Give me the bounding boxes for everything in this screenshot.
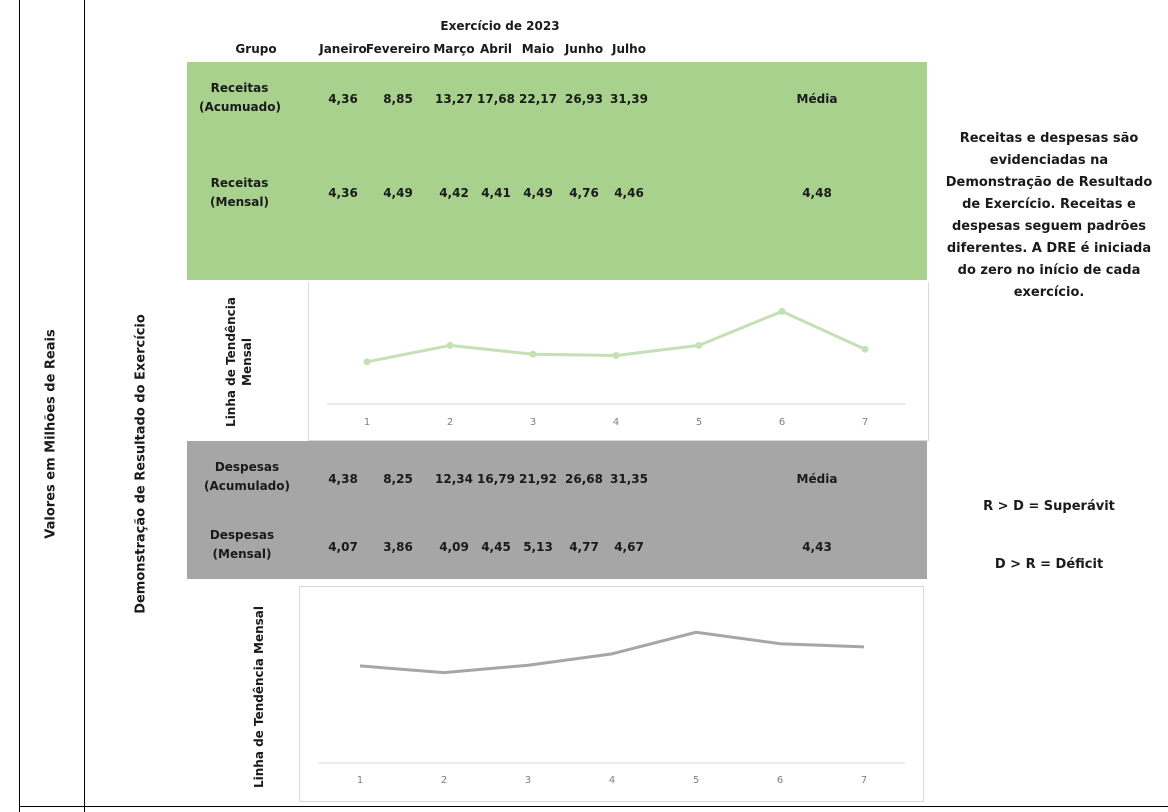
revenue-chart-point-4 [612,352,620,360]
month-header-4: Abril [479,42,513,56]
expense-chart-series-line [359,630,865,675]
expense-accum-value-7: 31,35 [610,472,648,486]
expense-trend-chart: 1 2 3 4 5 6 7 [299,586,924,802]
frame-bottom-border [19,806,1168,807]
frame-left-border [19,0,20,812]
expense-accum-label-2: (Acumulado) [203,479,290,493]
revenue-chart-x-tick-3: 3 [530,417,536,428]
month-header-3: Março [433,42,475,56]
revenue-chart-point-1 [363,358,371,366]
revenue-accum-value-4: 17,68 [477,92,515,106]
expense-chart-x-tick-6: 6 [777,775,783,786]
expense-trend-label: Linha de Tendência Mensal [252,605,266,789]
revenue-trend-label: Linha de Tendência Mensal [223,297,255,427]
explanation-line-3: Demonstração de Resultado [945,175,1153,190]
expense-accum-value-2: 8,25 [383,472,413,486]
expense-monthly-label-1: Despesas [209,528,275,542]
revenue-accum-value-2: 8,85 [383,92,413,106]
revenue-trend-chart: 1 2 3 4 5 6 7 [308,282,929,441]
expense-accum-label-1: Despesas [214,460,280,474]
revenue-monthly-value-5: 4,49 [523,186,553,200]
surplus-rule: R > D = Superávit [983,499,1115,514]
revenue-accum-value-7: 31,39 [610,92,648,106]
explanation-line-2: evidenciadas na [989,153,1109,168]
expense-monthly-value-6: 4,77 [569,540,599,554]
month-header-5: Maio [521,42,555,56]
revenue-chart-point-2 [446,341,454,349]
revenue-monthly-value-7: 4,46 [614,186,644,200]
revenue-accum-value-3: 13,27 [435,92,473,106]
expense-accum-value-6: 26,68 [565,472,603,486]
expense-monthly-value-5: 5,13 [523,540,553,554]
revenue-monthly-label-2: (Mensal) [210,195,269,209]
expense-accum-value-4: 16,79 [477,472,515,486]
frame-divider [84,0,85,812]
expense-chart-x-tick-5: 5 [693,775,699,786]
revenue-monthly-value-6: 4,76 [569,186,599,200]
expense-monthly-value-1: 4,07 [328,540,358,554]
explanation-line-1: Receitas e despesas são [959,131,1139,146]
expense-chart-x-tick-2: 2 [441,775,447,786]
revenue-trend-label-2: Mensal [240,338,254,386]
revenue-monthly-average: 4,48 [802,186,832,200]
explanation-line-5: despesas seguem padrões [951,219,1147,234]
revenue-chart-x-tick-6: 6 [779,417,785,428]
expense-monthly-value-7: 4,67 [614,540,644,554]
revenue-monthly-value-1: 4,36 [328,186,358,200]
month-header-2: Fevereiro [365,42,431,56]
deficit-rule: D > R = Déficit [994,557,1104,572]
group-header: Grupo [235,42,277,56]
revenue-accum-value-6: 26,93 [565,92,603,106]
expense-trend-svg: 1 2 3 4 5 6 7 [318,630,905,786]
revenue-chart-x-tick-7: 7 [862,417,868,428]
revenue-monthly-value-2: 4,49 [383,186,413,200]
expense-panel [187,441,927,579]
left-axis-label: Valores em Milhões de Reais [43,329,59,539]
explanation-line-7: do zero no início de cada [957,263,1141,278]
expense-accum-value-3: 12,34 [435,472,473,486]
expense-monthly-value-3: 4,09 [439,540,469,554]
expense-accum-average: Média [796,472,838,486]
expense-chart-x-tick-1: 1 [357,775,363,786]
section-label: Demonstração de Resultado do Exercício [133,314,149,614]
expense-accum-value-5: 21,92 [519,472,557,486]
revenue-chart-x-tick-1: 1 [364,417,370,428]
revenue-chart-x-tick-4: 4 [613,417,619,428]
expense-monthly-value-2: 3,86 [383,540,413,554]
revenue-chart-point-7 [861,345,869,353]
revenue-panel [187,62,927,280]
revenue-trend-svg: 1 2 3 4 5 6 7 [327,307,906,428]
month-header-1: Janeiro [319,42,367,56]
month-header-7: Julho [612,42,646,56]
expense-monthly-average: 4,43 [802,540,832,554]
explanation-line-8: exercício. [1013,285,1085,300]
revenue-accum-value-5: 22,17 [519,92,557,106]
revenue-accum-value-1: 4,36 [328,92,358,106]
month-header-6: Junho [564,42,604,56]
revenue-accum-label-1: Receitas [210,81,269,95]
revenue-chart-x-tick-2: 2 [447,417,453,428]
year-title: Exercício de 2023 [440,19,560,33]
revenue-monthly-value-4: 4,41 [481,186,511,200]
revenue-trend-label-1: Linha de Tendência [224,297,238,427]
revenue-chart-point-5 [695,341,703,349]
revenue-accum-label-2: (Acumuado) [199,100,281,114]
revenue-monthly-value-3: 4,42 [439,186,469,200]
expense-accum-value-1: 4,38 [328,472,358,486]
explanation-line-6: diferentes. A DRE é iniciada [946,241,1152,256]
expense-chart-x-tick-4: 4 [609,775,615,786]
expense-monthly-label-2: (Mensal) [212,547,272,561]
explanation-line-4: de Exercício. Receitas e [962,197,1136,212]
revenue-chart-point-6 [778,307,786,315]
revenue-monthly-label-1: Receitas [210,176,269,190]
expense-monthly-value-4: 4,45 [481,540,511,554]
revenue-chart-x-tick-5: 5 [696,417,702,428]
explanation-note: Receitas e despesas são evidenciadas na De… [930,128,1168,304]
revenue-chart-point-3 [529,350,537,358]
expense-chart-x-tick-7: 7 [861,775,867,786]
revenue-accum-average: Média [796,92,838,106]
expense-chart-x-tick-3: 3 [525,775,531,786]
